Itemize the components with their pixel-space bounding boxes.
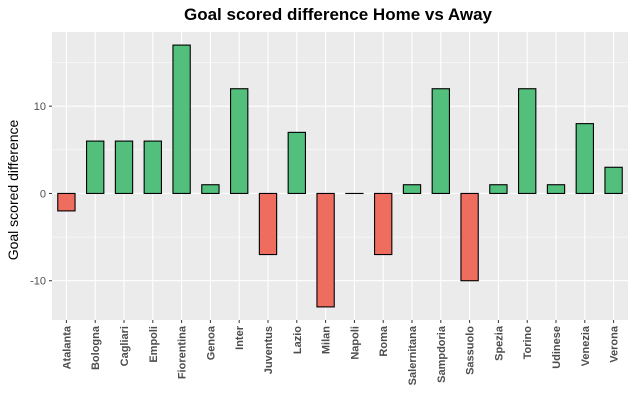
y-tick-label: 0 <box>40 188 46 200</box>
y-axis: -10 0 10 <box>30 101 52 288</box>
bars <box>57 44 623 308</box>
chart-title: Goal scored difference Home vs Away <box>184 5 493 24</box>
bar-atalanta <box>57 192 76 212</box>
x-tick-label: Lazio <box>292 326 304 354</box>
x-tick-label: Verona <box>609 325 621 363</box>
bar-bologna <box>86 140 105 195</box>
x-tick-label: Napoli <box>349 326 361 360</box>
x-tick-label: Udinese <box>551 326 563 369</box>
plot-panel <box>52 32 628 320</box>
x-tick-label: Venezia <box>580 325 592 366</box>
bar-salernitana <box>402 184 422 195</box>
bar-torino <box>518 88 537 195</box>
bar-empoli <box>143 140 162 195</box>
bar-inter <box>230 88 249 195</box>
bar-udinese <box>546 184 566 195</box>
x-tick-label: Sassuolo <box>465 326 477 375</box>
x-tick-label: Roma <box>378 325 390 356</box>
y-axis-label: Goal scored difference <box>5 119 21 260</box>
x-tick-label: Fiorentina <box>177 325 189 379</box>
bar-genoa <box>201 184 220 195</box>
x-tick-label: Milan <box>321 326 333 354</box>
bar-sampdoria <box>431 88 450 195</box>
bar-spezia <box>489 184 508 195</box>
y-tick-label: 10 <box>34 101 46 113</box>
y-tick-label: -10 <box>30 276 46 288</box>
x-tick-label: Genoa <box>205 325 217 360</box>
bar-cagliari <box>114 140 134 195</box>
x-tick-label: Sampdoria <box>436 325 448 383</box>
x-tick-label: Salernitana <box>407 325 419 385</box>
x-tick-label: Bologna <box>90 325 102 370</box>
bar-sassuolo <box>460 192 479 282</box>
x-tick-label: Torino <box>522 326 534 360</box>
x-tick-label: Inter <box>234 325 246 350</box>
bar-venezia <box>575 123 594 195</box>
x-axis: Atalanta Bologna Cagliari Empoli Fiorentina G… <box>61 320 621 385</box>
x-tick-label: Cagliari <box>119 326 131 366</box>
x-tick-label: Atalanta <box>61 325 73 369</box>
bar-milan <box>316 192 335 308</box>
x-tick-label: Empoli <box>148 326 160 363</box>
x-tick-label: Juventus <box>263 326 275 374</box>
bar-verona <box>604 166 623 195</box>
bar-lazio <box>287 131 306 195</box>
x-tick-label: Spezia <box>493 325 505 361</box>
bar-fiorentina <box>172 44 191 195</box>
bar-roma <box>374 192 393 256</box>
bar-juventus <box>258 192 278 256</box>
